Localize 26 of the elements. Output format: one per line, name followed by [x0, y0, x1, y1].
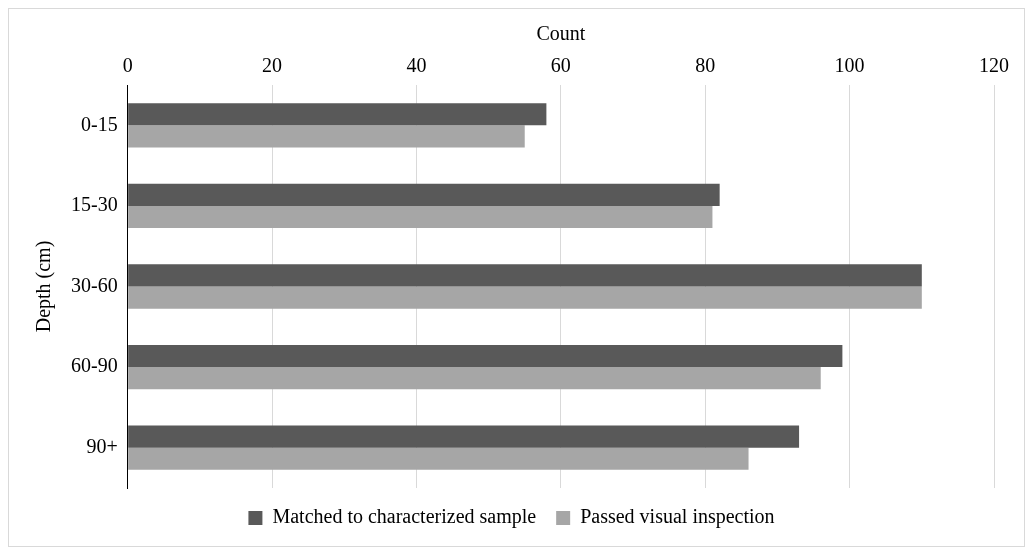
x-tick-label: 40 [406, 54, 427, 77]
bar [128, 447, 749, 470]
bar [128, 425, 800, 448]
bar [128, 344, 843, 368]
y-tick-label: 90+ [86, 434, 118, 457]
y-tick-label: 15-30 [70, 193, 118, 216]
y-tick-label: 30-60 [70, 273, 118, 296]
bar [128, 286, 922, 309]
x-tick-label: 60 [550, 54, 571, 77]
x-tick-label: 80 [695, 54, 716, 77]
y-tick-label: 60-90 [70, 354, 118, 377]
bar [128, 183, 720, 206]
bar [128, 103, 547, 126]
y-axis-title: Depth (cm) [32, 240, 56, 333]
bar [128, 367, 821, 390]
x-axis-title: Count [536, 22, 586, 45]
legend-label: Matched to characterized sample [272, 505, 537, 529]
x-tick-label: 100 [834, 54, 865, 77]
bar [128, 205, 713, 229]
bar [128, 264, 922, 287]
x-tick-label: 0 [122, 54, 133, 77]
bar [128, 125, 525, 148]
x-tick-label: 120 [979, 54, 1009, 77]
x-tick-label: 20 [262, 54, 283, 77]
y-tick-label: 0-15 [80, 112, 118, 135]
legend-label: Passed visual inspection [580, 505, 775, 529]
